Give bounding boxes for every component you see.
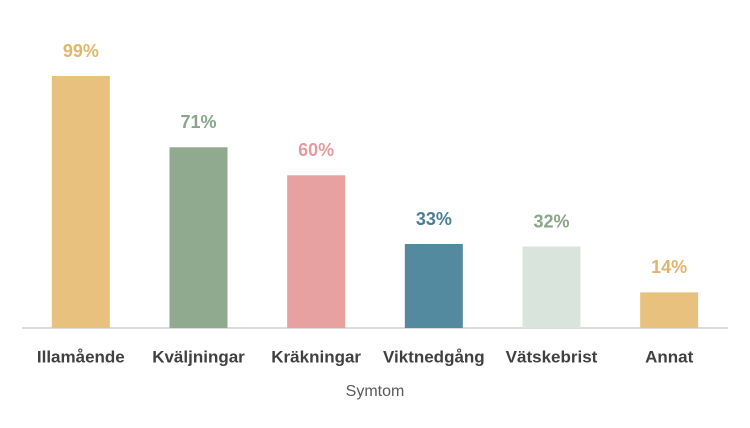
value-label: 60%	[298, 140, 334, 160]
value-label: 14%	[651, 257, 687, 277]
bar	[522, 246, 581, 328]
x-axis-label: Symtom	[346, 383, 405, 400]
bar	[169, 147, 228, 328]
x-tick-label: Illamående	[37, 347, 125, 366]
x-tick-label: Vätskebrist	[506, 347, 598, 366]
bar	[51, 76, 110, 328]
x-tick-label: Kväljningar	[152, 347, 245, 366]
value-label: 32%	[533, 211, 569, 231]
value-label: 71%	[180, 112, 216, 132]
value-label: 99%	[63, 41, 99, 61]
x-tick-label: Annat	[645, 347, 694, 366]
bar	[640, 292, 699, 328]
bar	[404, 244, 463, 328]
x-tick-label: Viktnedgång	[383, 347, 485, 366]
x-tick-label: Kräkningar	[271, 347, 361, 366]
bar	[287, 175, 346, 328]
value-label: 33%	[416, 209, 452, 229]
